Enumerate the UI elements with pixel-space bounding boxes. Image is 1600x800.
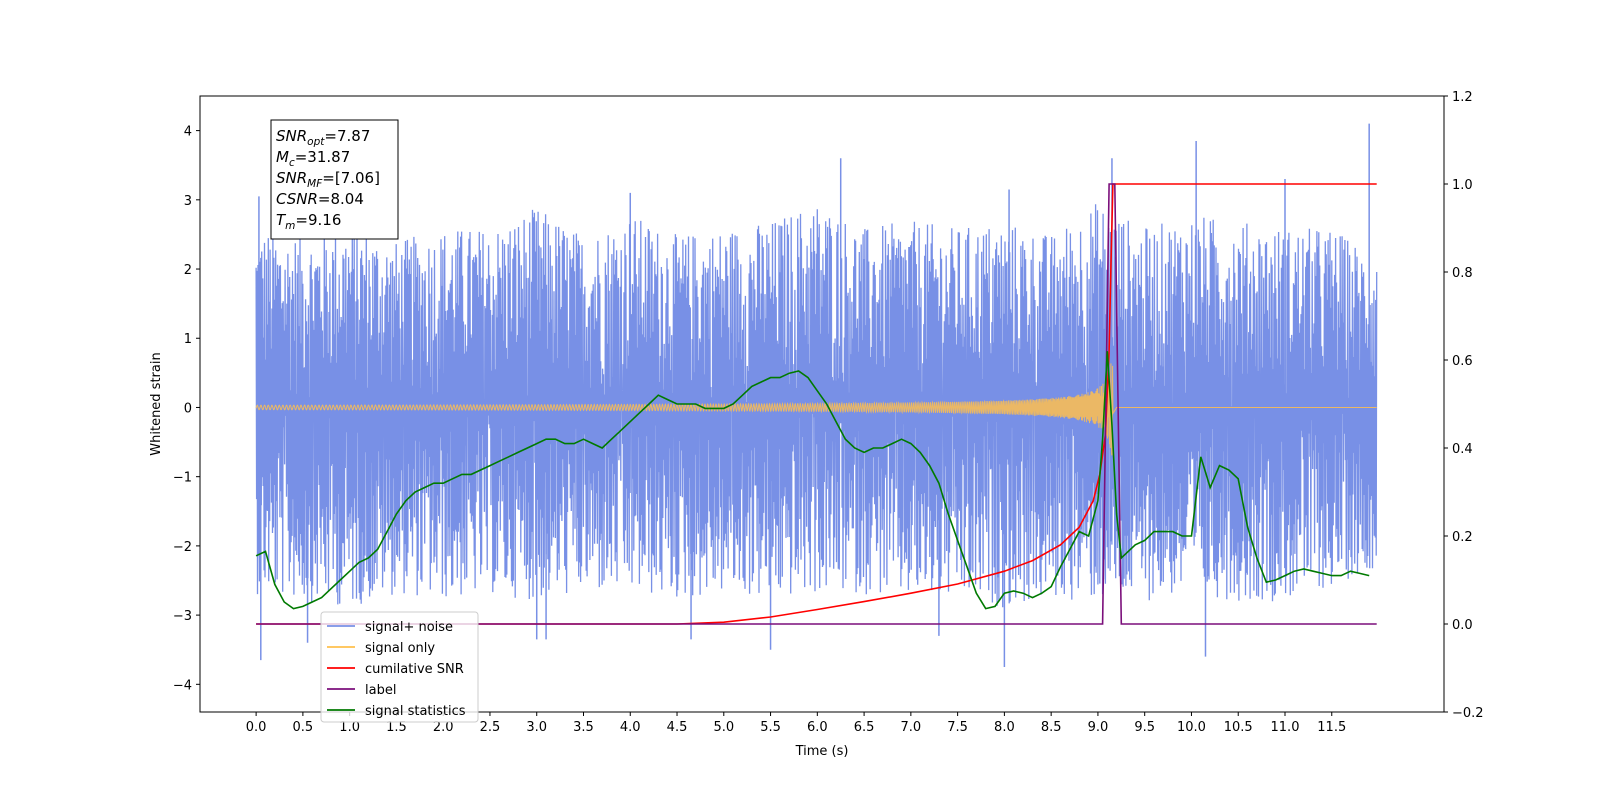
x-tick-label: 6.0	[807, 720, 828, 735]
annotation-subscript: m	[285, 220, 295, 232]
x-tick-label: 4.5	[667, 720, 688, 735]
y-axis-label: Whitened strain	[149, 352, 164, 455]
signal-only-line	[255, 363, 1377, 456]
x-tick-label: 8.0	[994, 720, 1015, 735]
plot-frame	[199, 95, 1445, 713]
annotation-line: T	[276, 211, 287, 229]
annotation-value: =7.87	[324, 127, 370, 145]
y-tick-label: 1	[184, 332, 192, 347]
right-axis-series-layer	[255, 183, 1377, 625]
y-axis-ticks: −4 −3 −2 −1 0 1 2 3 4	[173, 125, 200, 693]
x-tick-label: 2.0	[433, 720, 454, 735]
legend: signal+ noise signal only cumilative SNR la…	[320, 611, 479, 723]
x-tick-label: 3.0	[526, 720, 547, 735]
signal-noise-line	[255, 204, 1378, 608]
y2-axis-ticks: −0.2 0.0 0.2 0.4 0.6 0.8 1.0 1.2	[1444, 90, 1484, 721]
cumilative-snr-line	[256, 183, 1377, 625]
y2-tick-label: 1.0	[1452, 178, 1473, 193]
x-tick-label: 5.0	[713, 720, 734, 735]
y-tick-label: −3	[173, 609, 192, 624]
x-tick-label: 10.5	[1224, 720, 1253, 735]
x-axis-ticks: 0.0 0.5 1.0 1.5 2.0 2.5 3.0 3.5 4.0 4.5 5.0 5.5 6.0 6…	[246, 712, 1346, 735]
y-tick-label: 3	[184, 194, 192, 209]
y-tick-label: −1	[173, 471, 192, 486]
x-tick-label: 9.5	[1134, 720, 1155, 735]
signal-only-layer	[255, 363, 1377, 456]
annotation-subscript: c	[289, 157, 295, 169]
annotation-value: =9.16	[295, 211, 341, 229]
annotation-value: =31.87	[295, 148, 351, 166]
annotation-value: =8.04	[318, 190, 364, 208]
x-tick-label: 4.0	[620, 720, 641, 735]
x-tick-label: 3.5	[573, 720, 594, 735]
annotation-value: =[7.06]	[322, 169, 380, 187]
annotation-subscript: opt	[307, 136, 325, 148]
annotation-subscript: MF	[307, 178, 323, 190]
signal-statistics-line	[255, 351, 1370, 610]
y2-tick-label: 0.8	[1452, 266, 1473, 281]
legend-label: signal+ noise	[365, 620, 453, 635]
x-tick-label: 1.0	[339, 720, 360, 735]
x-tick-label: 5.5	[760, 720, 781, 735]
x-tick-label: 11.5	[1317, 720, 1346, 735]
x-axis-label: Time (s)	[795, 744, 849, 759]
y-tick-label: −4	[173, 678, 192, 693]
x-tick-label: 0.0	[246, 720, 267, 735]
x-tick-label: 7.0	[901, 720, 922, 735]
x-tick-label: 11.0	[1271, 720, 1300, 735]
label-line	[256, 183, 1377, 625]
x-tick-label: 6.5	[854, 720, 875, 735]
x-tick-label: 10.0	[1177, 720, 1206, 735]
x-tick-label: 8.5	[1041, 720, 1062, 735]
x-tick-label: 2.5	[480, 720, 501, 735]
y2-tick-label: 0.0	[1452, 618, 1473, 633]
annotation-line: SNR	[276, 127, 307, 145]
x-tick-label: 0.5	[293, 720, 314, 735]
y2-tick-label: 0.6	[1452, 354, 1473, 369]
y-tick-label: 0	[184, 401, 192, 416]
x-tick-label: 7.5	[947, 720, 968, 735]
legend-label: signal statistics	[365, 704, 466, 719]
annotation-box: SNRopt=7.87 Mc=31.87 SNRMF=[7.06] CSNR=8.04…	[270, 119, 399, 240]
y-tick-label: 4	[184, 125, 192, 140]
y-tick-label: 2	[184, 263, 192, 278]
x-tick-label: 1.5	[386, 720, 407, 735]
y2-tick-label: 1.2	[1452, 90, 1473, 105]
legend-label: cumilative SNR	[365, 662, 464, 677]
y-tick-label: −2	[173, 540, 192, 555]
legend-label: label	[365, 683, 396, 698]
y2-tick-label: 0.2	[1452, 530, 1473, 545]
x-tick-label: 9.0	[1088, 720, 1109, 735]
annotation-line: M	[276, 148, 289, 166]
annotation-line: CSNR	[276, 190, 318, 208]
y2-tick-label: 0.4	[1452, 442, 1473, 457]
annotation-line: SNR	[276, 169, 307, 187]
signal-noise-layer	[255, 123, 1378, 668]
legend-label: signal only	[365, 641, 435, 656]
y2-tick-label: −0.2	[1452, 706, 1484, 721]
